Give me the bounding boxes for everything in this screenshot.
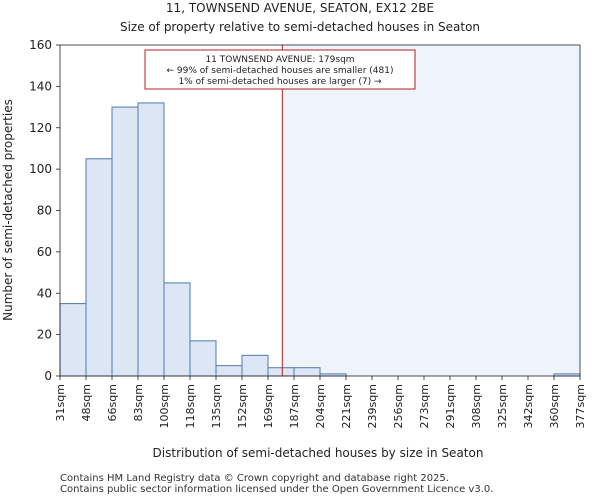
x-tick-label-239sqm: 239sqm	[366, 384, 379, 428]
y-tick-label-20: 20	[37, 328, 52, 342]
x-tick-label-221sqm: 221sqm	[340, 384, 353, 428]
x-tick-label-342sqm: 342sqm	[522, 384, 535, 428]
x-tick-label-204sqm: 204sqm	[314, 384, 327, 428]
x-tick-label-66sqm: 66sqm	[106, 384, 119, 421]
annotation-line-2: ← 99% of semi-detached houses are smalle…	[167, 66, 394, 76]
footer-attribution-2: Contains public sector information licen…	[60, 484, 494, 495]
y-axis: 0 20 40 60 80 100 120 140 160	[29, 38, 60, 383]
y-tick-label-120: 120	[29, 121, 52, 135]
x-tick-label-169sqm: 169sqm	[262, 384, 275, 428]
x-tick-label-48sqm: 48sqm	[80, 384, 93, 421]
x-tick-label-118sqm: 118sqm	[184, 384, 197, 428]
x-tick-label-187sqm: 187sqm	[288, 384, 301, 428]
x-tick-label-325sqm: 325sqm	[496, 384, 509, 428]
x-axis-label: Distribution of semi-detached houses by …	[153, 446, 484, 460]
x-tick-label-31sqm: 31sqm	[54, 384, 67, 421]
x-tick-label-135sqm: 135sqm	[210, 384, 223, 428]
x-tick-label-360sqm: 360sqm	[548, 384, 561, 428]
x-tick-label-100sqm: 100sqm	[158, 384, 171, 428]
x-tick-label-377sqm: 377sqm	[574, 384, 587, 428]
annotation-line-1: 11 TOWNSEND AVENUE: 179sqm	[205, 55, 354, 65]
y-tick-label-80: 80	[37, 204, 52, 218]
x-tick-label-273sqm: 273sqm	[418, 384, 431, 428]
x-tick-label-256sqm: 256sqm	[392, 384, 405, 428]
bar-100sqm	[163, 282, 191, 377]
bar-152sqm	[241, 354, 269, 377]
y-tick-label-0: 0	[44, 369, 52, 383]
x-tick-label-308sqm: 308sqm	[470, 384, 483, 428]
x-tick-label-83sqm: 83sqm	[132, 384, 145, 421]
chart-title: 11, TOWNSEND AVENUE, SEATON, EX12 2BE	[166, 1, 434, 15]
bar-187sqm	[293, 367, 321, 377]
y-tick-label-140: 140	[29, 79, 52, 93]
x-tick-label-291sqm: 291sqm	[444, 384, 457, 428]
annotation-frame	[144, 49, 416, 90]
footer-attribution-1: Contains HM Land Registry data © Crown c…	[60, 473, 449, 484]
annotation-line-3: 1% of semi-detached houses are larger (7…	[178, 77, 382, 87]
x-tick-label-152sqm: 152sqm	[236, 384, 249, 428]
bar-135sqm	[215, 365, 243, 377]
y-axis-label: Number of semi-detached properties	[1, 99, 15, 321]
annotation-box: 11 TOWNSEND AVENUE: 179sqm ← 99% of semi…	[144, 49, 416, 90]
x-axis: 31sqm 48sqm 66sqm 83sqm 100sqm 118sqm 135sqm 15…	[54, 376, 587, 428]
bar-66sqm	[111, 106, 139, 377]
bar-48sqm	[85, 158, 113, 377]
bar-118sqm	[189, 340, 217, 377]
y-tick-label-160: 160	[29, 38, 52, 52]
bar-169sqm	[267, 367, 295, 377]
bar-group	[59, 102, 581, 377]
chart-subtitle: Size of property relative to semi-detach…	[120, 20, 480, 34]
y-tick-label-40: 40	[37, 286, 52, 300]
bar-83sqm	[137, 102, 165, 377]
highlight-region	[282, 45, 580, 376]
y-tick-label-60: 60	[37, 245, 52, 259]
y-tick-label-100: 100	[29, 162, 52, 176]
bar-31sqm	[59, 303, 87, 377]
